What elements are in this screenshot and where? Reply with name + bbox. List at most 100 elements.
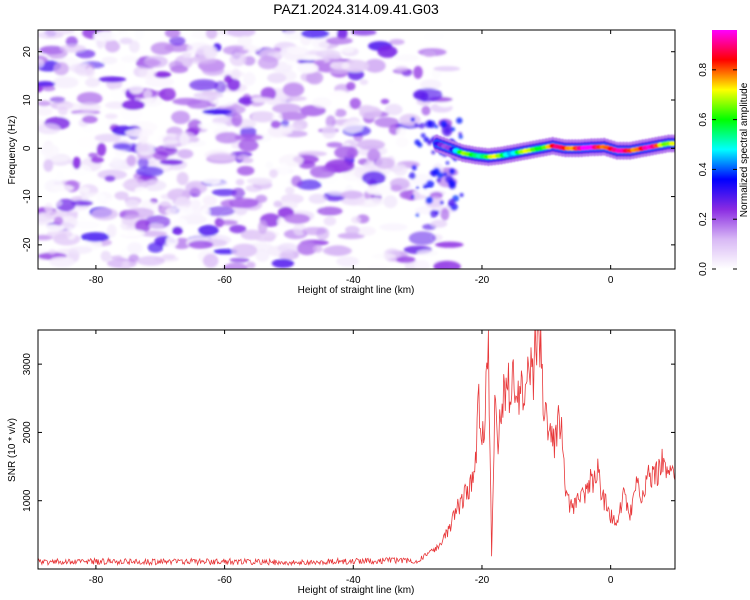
heatmap-cell <box>48 249 57 255</box>
heatmap-cell <box>80 232 110 242</box>
signal-track <box>432 134 675 166</box>
heatmap-cell <box>38 100 51 107</box>
heatmap-cell <box>171 110 191 125</box>
snr-x-axis-label: Height of straight line (km) <box>298 585 415 596</box>
heatmap-cell <box>445 161 450 165</box>
heatmap-cell <box>72 156 81 170</box>
heatmap-cell <box>140 179 167 191</box>
heatmap-cell <box>91 207 118 221</box>
heatmap-cell <box>267 124 290 138</box>
heatmap-cell <box>81 115 98 124</box>
heatmap-cell <box>203 45 218 60</box>
heatmap-cell <box>59 215 78 230</box>
heatmap-cell <box>408 172 416 180</box>
colorbar-tick-label: 0.8 <box>698 62 709 76</box>
heatmap-cell <box>79 186 90 194</box>
heatmap-cell <box>329 68 349 74</box>
heatmap-cell <box>90 156 104 164</box>
heatmap-cell <box>361 171 386 185</box>
heatmap-cell <box>53 61 69 76</box>
heatmap-cell <box>169 36 186 46</box>
heatmap-cell <box>396 127 407 137</box>
heatmap-cell <box>422 183 429 190</box>
heatmap-cell <box>104 113 118 120</box>
heatmap-cell <box>377 45 398 58</box>
heatmap-cell <box>93 31 117 42</box>
heatmap-cell <box>399 190 414 200</box>
heatmap-cell <box>231 68 241 80</box>
heatmap-cell <box>121 100 145 110</box>
heatmap-cell <box>269 169 278 179</box>
heatmap-cell <box>271 258 295 268</box>
heatmap-cell <box>38 32 48 38</box>
x-tick-label: -40 <box>346 275 361 286</box>
heatmap-cell <box>346 81 356 91</box>
heatmap-cell <box>213 248 238 255</box>
heatmap-cell <box>119 106 143 121</box>
heatmap-cell <box>224 74 233 84</box>
heatmap-cell <box>448 179 456 188</box>
heatmap-cell <box>296 179 322 190</box>
heatmap-cell <box>359 79 369 85</box>
heatmap-cell <box>137 157 149 169</box>
heatmap-cell <box>250 97 274 103</box>
heatmap-cell <box>423 51 435 57</box>
heatmap-cell <box>444 127 451 134</box>
x-tick-label: -80 <box>89 275 104 286</box>
heatmap-cell <box>165 206 194 217</box>
heatmap-cell <box>316 206 343 216</box>
heatmap-cell <box>50 30 75 35</box>
heatmap-cell <box>75 221 100 230</box>
heatmap-cell <box>456 117 463 124</box>
heatmap-cell <box>38 123 61 135</box>
heatmap-cell <box>414 139 421 146</box>
heatmap-cell <box>38 58 45 68</box>
heatmap-cell <box>110 62 127 74</box>
heatmap-cell <box>198 121 228 131</box>
heatmap-cell <box>125 128 154 138</box>
heatmap-cell <box>418 122 425 129</box>
heatmap-cell <box>125 207 155 218</box>
heatmap-cell <box>428 120 436 129</box>
y-tick-label: 3000 <box>22 353 33 376</box>
heatmap-cell <box>100 250 112 262</box>
heatmap-cell <box>165 87 176 97</box>
heatmap-cell <box>312 97 332 109</box>
heatmap-cell <box>420 79 442 90</box>
heatmap-cell <box>71 200 94 207</box>
x-tick-label: 0 <box>608 575 614 586</box>
heatmap-cell <box>113 142 131 150</box>
y-tick-label: 0 <box>22 145 33 151</box>
heatmap-cell <box>38 85 43 93</box>
heatmap-cell <box>201 207 210 217</box>
heatmap-cell <box>143 89 153 99</box>
heatmap-cell <box>255 248 270 262</box>
heatmap-cell <box>128 254 140 263</box>
heatmap-cell <box>229 52 247 67</box>
heatmap-cell <box>201 90 219 96</box>
heatmap-cell <box>238 138 259 152</box>
heatmap-cell <box>293 222 306 236</box>
track-cell <box>668 141 675 146</box>
heatmap-cell <box>114 191 129 201</box>
heatmap-cell <box>439 200 444 205</box>
x-tick-label: -20 <box>475 275 490 286</box>
heatmap-cell <box>296 241 317 256</box>
heatmap-cell <box>229 224 247 234</box>
heatmap-cell <box>306 71 324 85</box>
heatmap-cell <box>202 178 221 185</box>
heatmap-cell <box>312 244 323 253</box>
heatmap-cell <box>255 194 268 203</box>
heatmap-cell <box>205 30 218 39</box>
heatmap-cell <box>53 216 64 226</box>
heatmap-cell <box>236 154 249 161</box>
heatmap-cell <box>340 190 364 199</box>
heatmap-cell <box>49 200 63 207</box>
heatmap-cell <box>55 170 65 183</box>
heatmap-cell <box>390 184 403 192</box>
heatmap-cell <box>134 186 149 194</box>
heatmap-cell <box>185 180 208 195</box>
heatmap-cell <box>430 219 448 228</box>
heatmap-cell <box>365 184 394 196</box>
